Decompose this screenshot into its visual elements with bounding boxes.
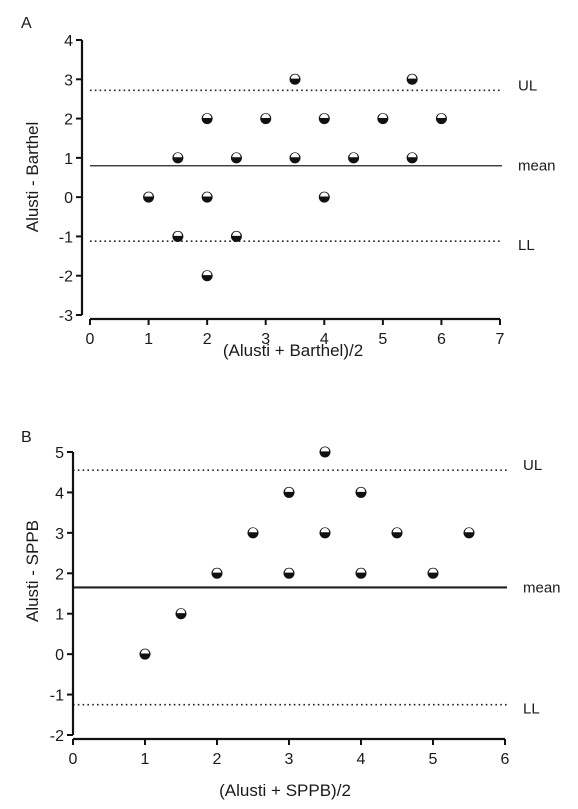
panel-a-data-point [348,152,360,164]
panel-b-data-point [247,527,259,539]
panel-b-x-tick-label: 2 [213,751,222,768]
panel-a-y-tick-label: -1 [59,229,73,246]
panel-a-x-tick-label: 0 [86,331,95,348]
panel-a-x-tick-label: 6 [437,331,446,348]
panel-a-x-tick-label: 3 [261,331,270,348]
panel-b-data-point [391,527,403,539]
panel-a-y-tick-label: 3 [64,72,73,89]
panel-a-data-point [289,152,301,164]
panel-a-data-point [201,191,213,203]
panel-b-x-tick-label: 1 [141,751,150,768]
panel-b-y-tick-label: 0 [55,647,64,664]
panel-a-data-point [230,230,242,242]
panel-b-y-tick-label: 1 [55,607,64,624]
panel-b-data-point [319,527,331,539]
panel-a-y-tick-label: 2 [64,112,73,129]
panel-a-ul-label: UL [518,77,537,94]
panel-a-data-point [318,191,330,203]
panel-b-data-point [139,648,151,660]
panel-a-data-point [406,73,418,85]
panel-b-data-point [283,567,295,579]
panel-a-x-axis-title: (Alusti + Barthel)/2 [223,341,363,360]
panel-b: B Alusti - SPPB (Alusti + SPPB)/2 UL mean… [21,429,561,800]
panel-a-y-tick-label: -2 [59,269,73,286]
panel-a-x-tick-label: 1 [144,331,153,348]
panel-a-y-axis-title: Alusti - Barthel [23,122,42,233]
panel-b-ul-label: UL [523,457,542,474]
panel-b-x-tick-label: 4 [357,751,366,768]
panel-a-data-point [230,152,242,164]
panel-a-y-tick-label: 0 [64,190,73,207]
panel-a-data-point [172,152,184,164]
panel-a-data-point [172,230,184,242]
panel-a-x-tick-label: 4 [320,331,329,348]
panel-a-x-tick-label: 2 [203,331,212,348]
panel-b-x-axis-title: (Alusti + SPPB)/2 [219,781,351,800]
panel-b-data-point [283,486,295,498]
panel-b-y-axis-title: Alusti - SPPB [23,520,42,622]
panel-b-y-tick-label: -1 [50,688,64,705]
panel-a-data-point [143,191,155,203]
panel-b-y-tick-label: 5 [55,445,64,462]
panel-a-data-point [406,152,418,164]
panel-b-data-point [319,446,331,458]
panel-b-data-point [463,527,475,539]
panel-b-y-tick-label: -2 [50,728,64,745]
panel-b-ll-label: LL [523,701,540,718]
panel-a-mean-label: mean [518,158,556,175]
panel-b-y-tick-label: 4 [55,485,64,502]
panel-b-data-point [355,567,367,579]
panel-a-data-point [201,270,213,282]
panel-a-data-point [289,73,301,85]
panel-a-data-point [318,113,330,125]
panel-b-data-point [211,567,223,579]
panel-a-y-tick-label: 1 [64,151,73,168]
panel-a-ll-label: LL [518,237,535,254]
panel-a: A Alusti - Barthel (Alusti + Barthel)/2 … [21,15,556,360]
panel-b-mean-label: mean [523,579,561,596]
panel-b-x-tick-label: 0 [69,751,78,768]
panel-b-data-point [355,486,367,498]
panel-b-x-tick-label: 3 [285,751,294,768]
panel-a-plot-area: UL mean LL -3 -2 -1 0 1 2 3 4 0 1 2 3 4 5 6 7 [59,33,556,348]
panel-a-data-point [377,113,389,125]
panel-a-x-tick-label: 5 [378,331,387,348]
panel-b-y-tick-label: 2 [55,566,64,583]
panel-b-y-tick-label: 3 [55,526,64,543]
panel-a-data-point [435,113,447,125]
panel-a-y-tick-label: -3 [59,308,73,325]
panel-a-x-tick-label: 7 [496,331,505,348]
panel-b-plot-area: UL mean LL -2 -1 0 1 2 3 4 5 0 1 2 3 4 5 6 [50,445,561,768]
panel-a-y-tick-label: 4 [64,33,73,50]
panel-b-x-tick-label: 6 [501,751,510,768]
panel-a-letter: A [21,15,32,32]
panel-b-letter: B [21,429,32,446]
panel-b-x-tick-label: 5 [429,751,438,768]
panel-b-data-point [175,608,187,620]
panel-a-data-point [260,113,272,125]
panel-a-data-point [201,113,213,125]
panel-b-data-point [427,567,439,579]
